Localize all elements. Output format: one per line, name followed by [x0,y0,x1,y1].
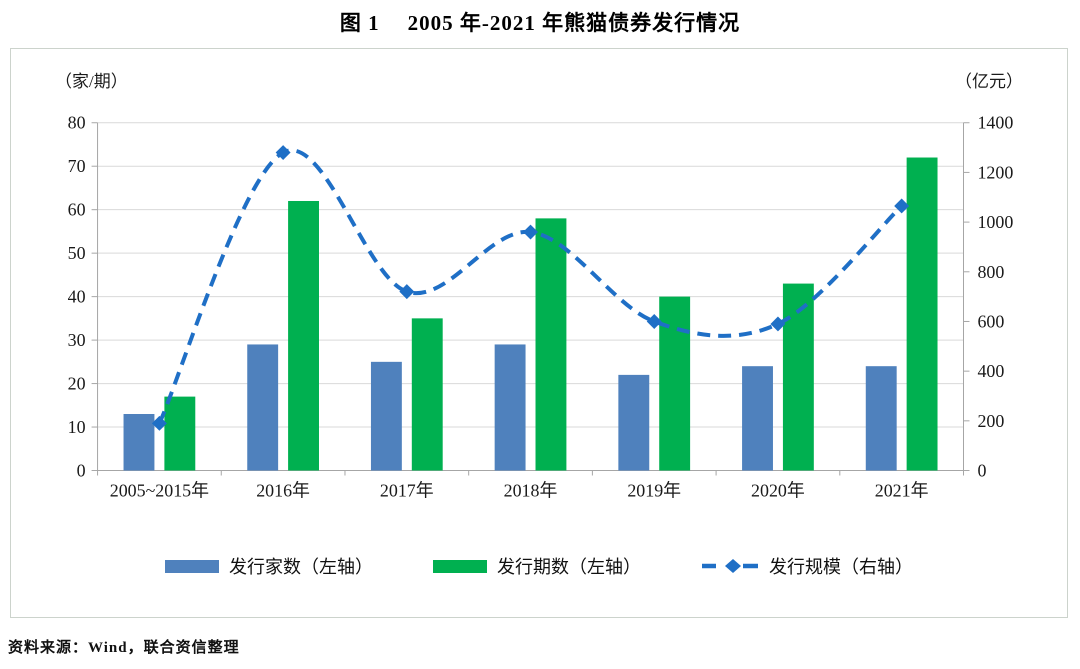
left-axis-tick-label: 70 [68,156,86,176]
x-axis-category-label: 2019年 [627,480,681,500]
legend-item-issues: 发行期数（左轴） [433,553,641,579]
bar-issues-2020年 [782,283,814,471]
bar-issuers-2005~2015年 [123,414,155,471]
bar-issues-2021年 [906,157,938,471]
x-axis-category-label: 2018年 [504,480,558,500]
x-axis-category-label: 2020年 [751,480,805,500]
bar-issuers-2018年 [494,344,526,471]
chart-canvas: 0102030405060708002004006008001000120014… [68,113,1014,501]
left-axis-tick-label: 60 [68,200,86,220]
line-marker-2020年 [770,316,786,332]
dashed-line-swatch-icon [702,559,758,573]
bar-issues-2016年 [288,200,319,471]
bar-issuers-2017年 [370,361,402,471]
green-bar-swatch-icon [433,559,487,573]
line-marker-2021年 [894,198,910,214]
bar-issuers-2021年 [865,366,897,471]
x-axis-category-label: 2005~2015年 [110,480,209,500]
bar-issues-2018年 [535,218,567,471]
left-axis-tick-label: 10 [68,417,86,437]
left-axis-tick-label: 80 [68,113,86,133]
x-axis-category-label: 2021年 [875,480,929,500]
line-marker-2017年 [399,284,415,300]
bar-issuers-2020年 [742,366,773,471]
bar-issues-2019年 [659,296,691,471]
x-axis-category-label: 2017年 [380,480,434,500]
left-axis-tick-label: 0 [77,460,86,480]
x-axis-category-label: 2016年 [256,480,310,500]
chart-container: （家/期） （亿元） 0 10 20 30 40 50 60 70 80 0 200 400 600 80… [10,48,1068,618]
right-axis-unit-label: （亿元） [955,72,1023,91]
right-axis-tick-label: 0 [977,460,986,480]
legend-item-issuers: 发行家数（左轴） [165,553,373,579]
chart-title: 图 1 2005 年-2021 年熊猫债券发行情况 [0,7,1080,37]
right-axis-tick-label: 400 [977,361,1004,381]
left-axis-unit-label: （家/期） [55,72,128,91]
legend-label-issuers: 发行家数（左轴） [229,557,373,577]
right-axis-tick-label: 1400 [977,113,1013,133]
bar-issuers-2019年 [618,374,650,471]
right-axis-tick-label: 600 [977,311,1004,331]
line-marker-2005~2015年 [151,415,167,431]
data-source: 资料来源：Wind，联合资信整理 [8,640,240,656]
blue-bar-swatch-icon [165,559,219,573]
line-marker-2016年 [275,145,291,161]
issuance-scale-line [157,148,903,425]
left-axis-tick-label: 50 [68,243,86,263]
figure-label: 图 1 [339,11,380,35]
right-axis-tick-label: 200 [977,411,1004,431]
chart-legend: 发行家数（左轴） 发行期数（左轴） 发行规模（右轴） [11,553,1067,579]
left-axis-tick-label: 30 [68,330,86,350]
bar-issues-2005~2015年 [164,396,196,471]
bar-issuers-2016年 [247,344,279,471]
right-axis-tick-label: 1000 [977,212,1013,232]
right-axis-tick-label: 800 [977,262,1004,282]
left-axis-tick-label: 40 [68,287,86,307]
right-axis-tick-label: 1200 [977,162,1013,182]
legend-item-scale: 发行规模（右轴） [701,553,913,579]
line-marker-2018年 [523,224,539,240]
bar-issues-2017年 [411,318,443,471]
left-axis-tick-label: 20 [68,374,86,394]
legend-label-issues: 发行期数（左轴） [497,557,641,577]
legend-label-scale: 发行规模（右轴） [769,557,913,577]
figure-title-text: 2005 年-2021 年熊猫债券发行情况 [407,11,741,35]
